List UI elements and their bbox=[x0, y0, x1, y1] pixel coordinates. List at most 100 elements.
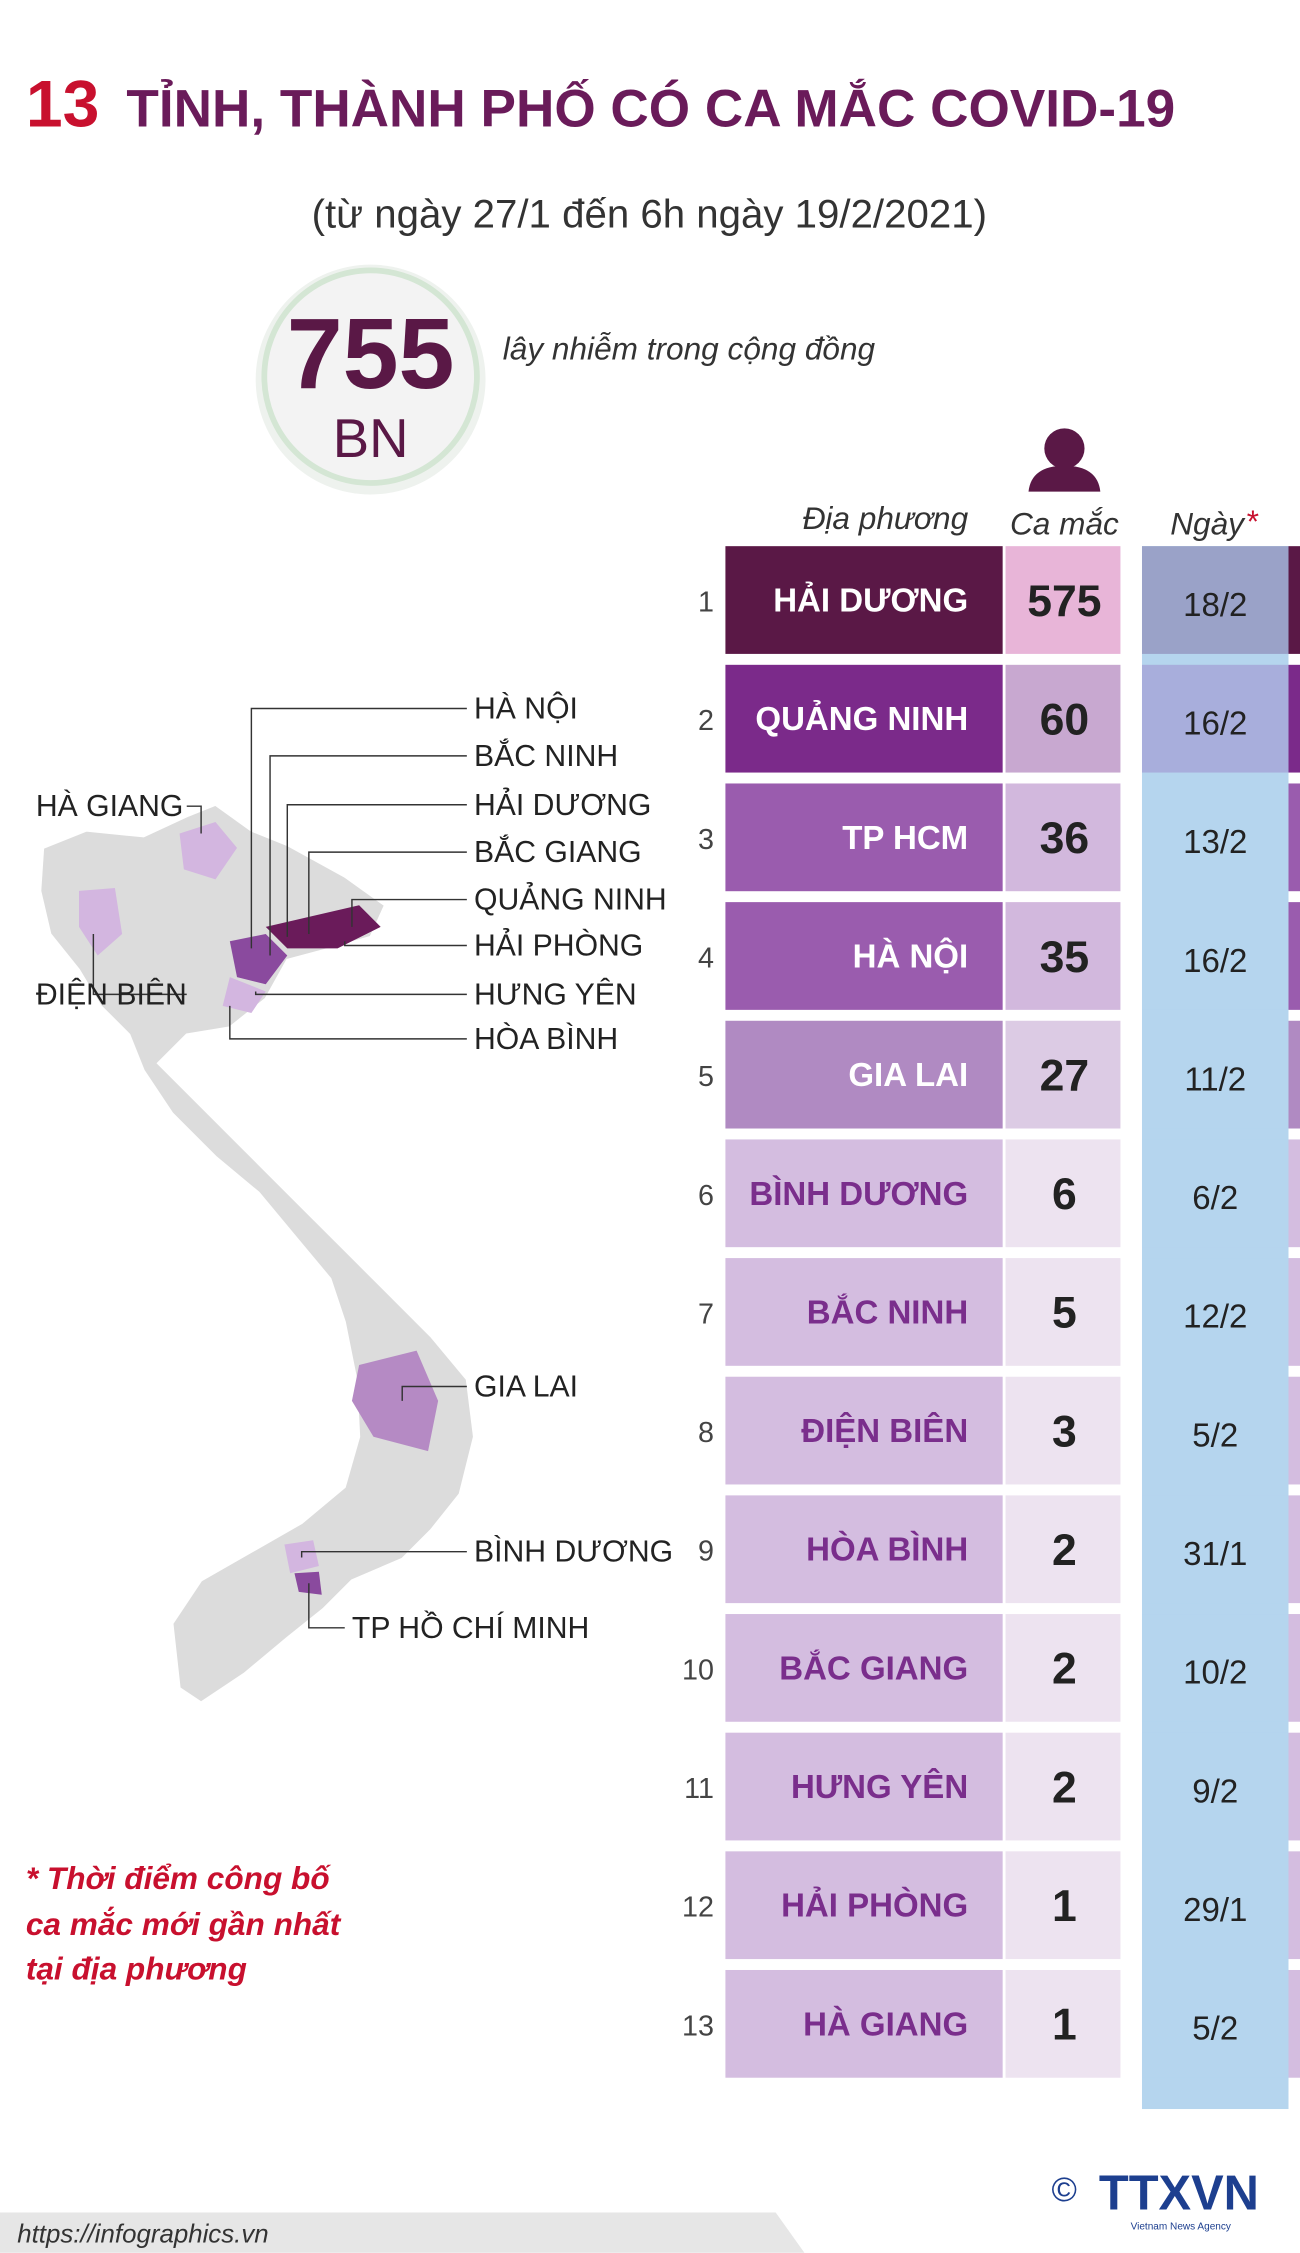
row-cases-cell bbox=[1005, 1851, 1121, 1960]
leader-line bbox=[300, 1550, 467, 1558]
row-cases-cell bbox=[1005, 1732, 1121, 1841]
row-rank: 6 bbox=[698, 1180, 714, 1212]
row-name-cell bbox=[725, 664, 1003, 773]
leader-line bbox=[308, 851, 467, 935]
map-label: HƯNG YÊN bbox=[474, 978, 637, 1011]
footnote: tại địa phương bbox=[26, 1951, 247, 1987]
row-date-cell bbox=[1141, 1376, 1289, 1485]
row-cases: 6 bbox=[1052, 1170, 1077, 1219]
row-name: HƯNG YÊN bbox=[791, 1768, 968, 1805]
title: TỈNH, THÀNH PHỐ CÓ CA MẮC COVID-19 bbox=[126, 78, 1175, 139]
row-date: 9/2 bbox=[1192, 1772, 1238, 1809]
row-cases-cell bbox=[1005, 1376, 1121, 1485]
row-date: 16/2 bbox=[1183, 942, 1247, 979]
map-label: ĐIỆN BIÊN bbox=[36, 978, 187, 1011]
agency: Vietnam News Agency bbox=[1131, 2222, 1231, 2233]
row-date: 29/1 bbox=[1183, 1891, 1247, 1928]
leader-line bbox=[269, 755, 467, 956]
row-cases: 60 bbox=[1040, 695, 1090, 744]
row-cases-cell bbox=[1005, 1495, 1121, 1604]
row-rank: 12 bbox=[682, 1892, 714, 1924]
footnote: ca mắc mới gần nhất bbox=[26, 1906, 342, 1942]
row-name-cell bbox=[725, 1851, 1003, 1960]
leader-line bbox=[229, 1005, 467, 1040]
title-number: 13 bbox=[26, 68, 99, 142]
row-date: 31/1 bbox=[1183, 1535, 1247, 1572]
row-name-cell bbox=[725, 546, 1003, 654]
map-label: BẮC NINH bbox=[474, 739, 618, 773]
row-cases: 1 bbox=[1052, 1882, 1077, 1931]
column-header: Ngày bbox=[1170, 506, 1246, 542]
total-value: 755 bbox=[287, 298, 455, 410]
footer-bar bbox=[0, 2212, 805, 2253]
leader-line bbox=[344, 941, 467, 947]
row-date-cell bbox=[1141, 664, 1289, 773]
row-cases: 2 bbox=[1052, 1645, 1077, 1694]
row-name-cell bbox=[725, 783, 1003, 892]
row-cases: 27 bbox=[1040, 1051, 1090, 1100]
row-cases: 35 bbox=[1040, 933, 1090, 982]
subtitle: (từ ngày 27/1 đến 6h ngày 19/2/2021) bbox=[312, 191, 987, 236]
row-edge bbox=[1288, 1851, 1300, 1960]
row-edge bbox=[1288, 1732, 1300, 1841]
row-name: HÀ NỘI bbox=[853, 936, 969, 974]
column-header: Địa phương bbox=[803, 500, 969, 536]
footnote: * Thời điểm công bố bbox=[26, 1860, 331, 1896]
row-cases-cell bbox=[1005, 1258, 1121, 1366]
row-date: 11/2 bbox=[1184, 1060, 1246, 1097]
row-name-cell bbox=[725, 1614, 1003, 1722]
row-cases: 3 bbox=[1052, 1407, 1077, 1456]
row-rank: 1 bbox=[698, 587, 714, 619]
row-name: BẮC GIANG bbox=[779, 1649, 968, 1686]
row-edge bbox=[1288, 1614, 1300, 1722]
row-name-cell bbox=[725, 1258, 1003, 1366]
row-edge bbox=[1288, 1376, 1300, 1485]
row-edge bbox=[1288, 1969, 1300, 2078]
column-header: Ca mắc bbox=[1010, 506, 1119, 542]
row-date: 5/2 bbox=[1192, 2010, 1238, 2047]
row-cases: 5 bbox=[1052, 1289, 1077, 1338]
total-unit: BN bbox=[333, 408, 409, 469]
row-date-cell bbox=[1141, 783, 1289, 892]
map-label: BÌNH DƯƠNG bbox=[474, 1536, 673, 1569]
row-name-cell bbox=[725, 1495, 1003, 1604]
row-rank: 11 bbox=[684, 1773, 714, 1805]
map-label: HẢI PHÒNG bbox=[474, 929, 643, 963]
copyright: © bbox=[1051, 2171, 1076, 2209]
leader-line bbox=[286, 804, 467, 937]
row-name-cell bbox=[725, 1139, 1003, 1248]
map-label: QUẢNG NINH bbox=[474, 883, 667, 917]
row-name: TP HCM bbox=[842, 819, 968, 856]
row-date: 6/2 bbox=[1192, 1179, 1238, 1216]
row-cases: 1 bbox=[1052, 2001, 1077, 2050]
badge bbox=[261, 267, 480, 486]
row-date-cell bbox=[1141, 902, 1289, 1010]
row-name-cell bbox=[725, 1732, 1003, 1841]
row-edge bbox=[1288, 783, 1300, 892]
row-name-cell bbox=[725, 902, 1003, 1010]
row-rank: 3 bbox=[698, 824, 714, 856]
row-rank: 8 bbox=[698, 1417, 714, 1449]
row-name: QUẢNG NINH bbox=[755, 700, 968, 737]
row-name: HẢI DƯƠNG bbox=[773, 582, 968, 619]
row-name: BẮC NINH bbox=[807, 1293, 968, 1330]
row-rank: 2 bbox=[698, 705, 714, 737]
map-label: HÒA BÌNH bbox=[474, 1023, 618, 1056]
row-cases-cell bbox=[1005, 902, 1121, 1010]
map-label: HÀ GIANG bbox=[36, 790, 183, 823]
row-cases: 2 bbox=[1052, 1763, 1077, 1812]
map-label: HẢI DƯƠNG bbox=[474, 788, 651, 822]
row-rank: 10 bbox=[682, 1654, 714, 1686]
row-name-cell bbox=[725, 1376, 1003, 1485]
map-label: BẮC GIANG bbox=[474, 835, 642, 869]
row-cases-cell bbox=[1005, 664, 1121, 773]
row-name-cell bbox=[725, 1020, 1003, 1129]
row-date-cell bbox=[1141, 1258, 1289, 1366]
leader-line bbox=[186, 805, 202, 834]
row-rank: 5 bbox=[698, 1061, 714, 1093]
date-mark: * bbox=[1245, 503, 1259, 539]
row-name: HẢI PHÒNG bbox=[781, 1887, 968, 1924]
row-rank: 9 bbox=[698, 1536, 714, 1568]
row-name: ĐIỆN BIÊN bbox=[801, 1412, 968, 1449]
